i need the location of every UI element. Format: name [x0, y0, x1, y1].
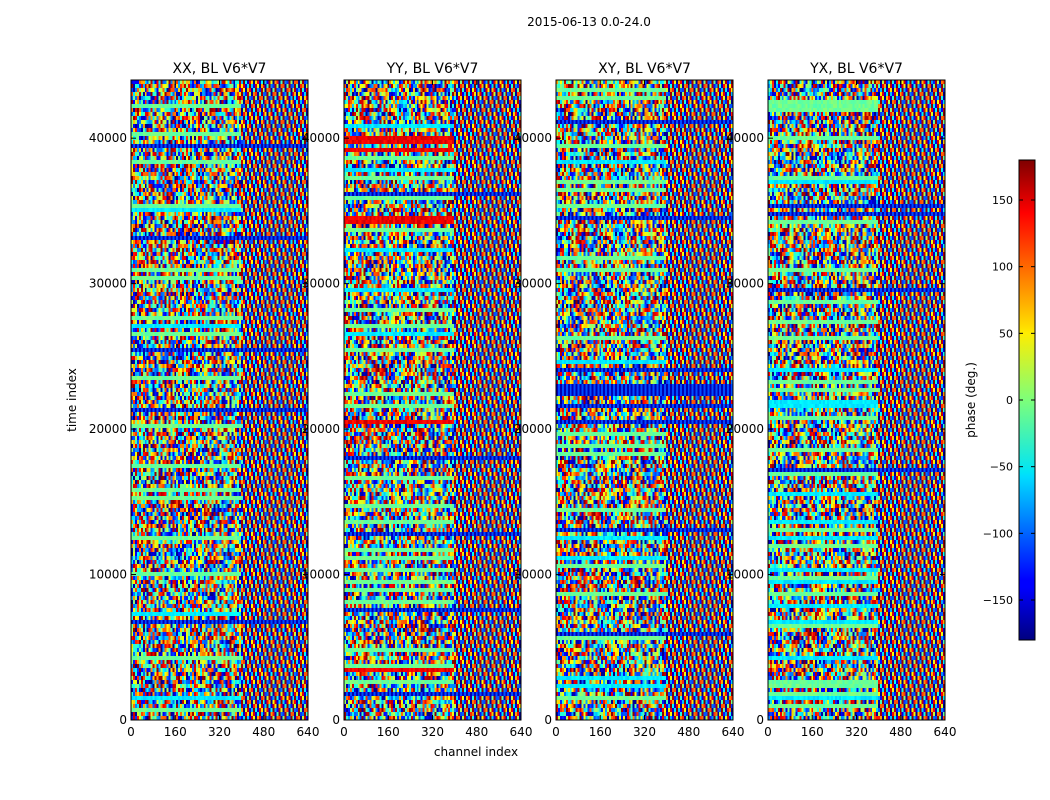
panels: XX, BL V6*V7 0 160 320 480 640 0 10000 20000 3000… [89, 61, 957, 739]
panel-xx: XX, BL V6*V7 0 160 320 480 640 0 10000 20000 3000… [89, 61, 320, 739]
colorbar-tick-label: 100 [992, 261, 1013, 274]
y-tick-label: 10000 [514, 568, 552, 582]
y-tick-label: 10000 [89, 568, 127, 582]
x-tick-label: 480 [252, 725, 275, 739]
x-tick-label: 640 [510, 725, 533, 739]
colorbar-tick-label: −50 [990, 461, 1013, 474]
y-tick-label: 40000 [302, 131, 340, 145]
panel-title: YY, BL V6*V7 [386, 61, 479, 77]
y-tick-label: 20000 [514, 422, 552, 436]
y-tick-label: 40000 [726, 131, 764, 145]
figure-title: 2015-06-13 0.0-24.0 [527, 15, 651, 29]
y-tick-label: 30000 [302, 277, 340, 291]
y-tick-label: 40000 [514, 131, 552, 145]
colorbar-tick-label: 50 [999, 327, 1013, 340]
x-tick-label: 480 [465, 725, 488, 739]
x-tick-label: 0 [552, 725, 560, 739]
x-tick-label: 160 [164, 725, 187, 739]
x-tick-label: 640 [722, 725, 745, 739]
x-axis-label: channel index [434, 745, 518, 759]
x-tick-label: 640 [934, 725, 957, 739]
panel-yx: YX, BL V6*V7 0 160 320 480 640 0 10000 20000 3000… [726, 61, 957, 739]
x-tick-label: 320 [845, 725, 868, 739]
y-tick-label: 30000 [726, 277, 764, 291]
x-tick-label: 160 [801, 725, 824, 739]
x-tick-label: 160 [377, 725, 400, 739]
y-tick-label: 10000 [302, 568, 340, 582]
y-tick-label: 10000 [726, 568, 764, 582]
colorbar-label: phase (deg.) [964, 362, 978, 438]
y-tick-label: 20000 [302, 422, 340, 436]
y-tick-label: 20000 [726, 422, 764, 436]
y-tick-label: 0 [332, 713, 340, 727]
y-tick-label: 40000 [89, 131, 127, 145]
panel-yy: YY, BL V6*V7 0 160 320 480 640 0 10000 20000 3000… [302, 61, 533, 739]
x-tick-label: 320 [208, 725, 231, 739]
colorbar-ticks: −150 −100 −50 0 50 100 150 [983, 194, 1035, 607]
x-tick-label: 0 [340, 725, 348, 739]
colorbar-tick-label: −100 [983, 527, 1013, 540]
y-tick-label: 0 [544, 713, 552, 727]
heatmap-image-yy [344, 80, 521, 720]
y-tick-label: 30000 [514, 277, 552, 291]
panel-title: XX, BL V6*V7 [173, 61, 267, 77]
x-tick-label: 0 [127, 725, 135, 739]
colorbar-tick-label: 150 [992, 194, 1013, 207]
y-tick-label: 20000 [89, 422, 127, 436]
x-tick-label: 320 [633, 725, 656, 739]
y-tick-label: 30000 [89, 277, 127, 291]
panel-title: XY, BL V6*V7 [598, 61, 691, 77]
panel-xy: XY, BL V6*V7 0 160 320 480 640 0 10000 20000 3000… [514, 61, 745, 739]
colorbar: −150 −100 −50 0 50 100 150 phase (deg.) [964, 159, 1036, 641]
colorbar-tick-label: −150 [983, 594, 1013, 607]
x-tick-label: 320 [421, 725, 444, 739]
panel-title: YX, BL V6*V7 [809, 61, 903, 77]
heatmap-image-xx [131, 80, 308, 720]
colorbar-tick-label: 0 [1006, 394, 1013, 407]
heatmap-image-xy [556, 80, 733, 720]
x-tick-label: 160 [589, 725, 612, 739]
x-tick-label: 0 [764, 725, 772, 739]
heatmap-image-yx [768, 80, 945, 720]
x-tick-label: 480 [677, 725, 700, 739]
x-tick-label: 640 [297, 725, 320, 739]
x-tick-label: 480 [889, 725, 912, 739]
y-axis-label: time index [65, 368, 79, 432]
y-tick-label: 0 [756, 713, 764, 727]
y-tick-label: 0 [119, 713, 127, 727]
